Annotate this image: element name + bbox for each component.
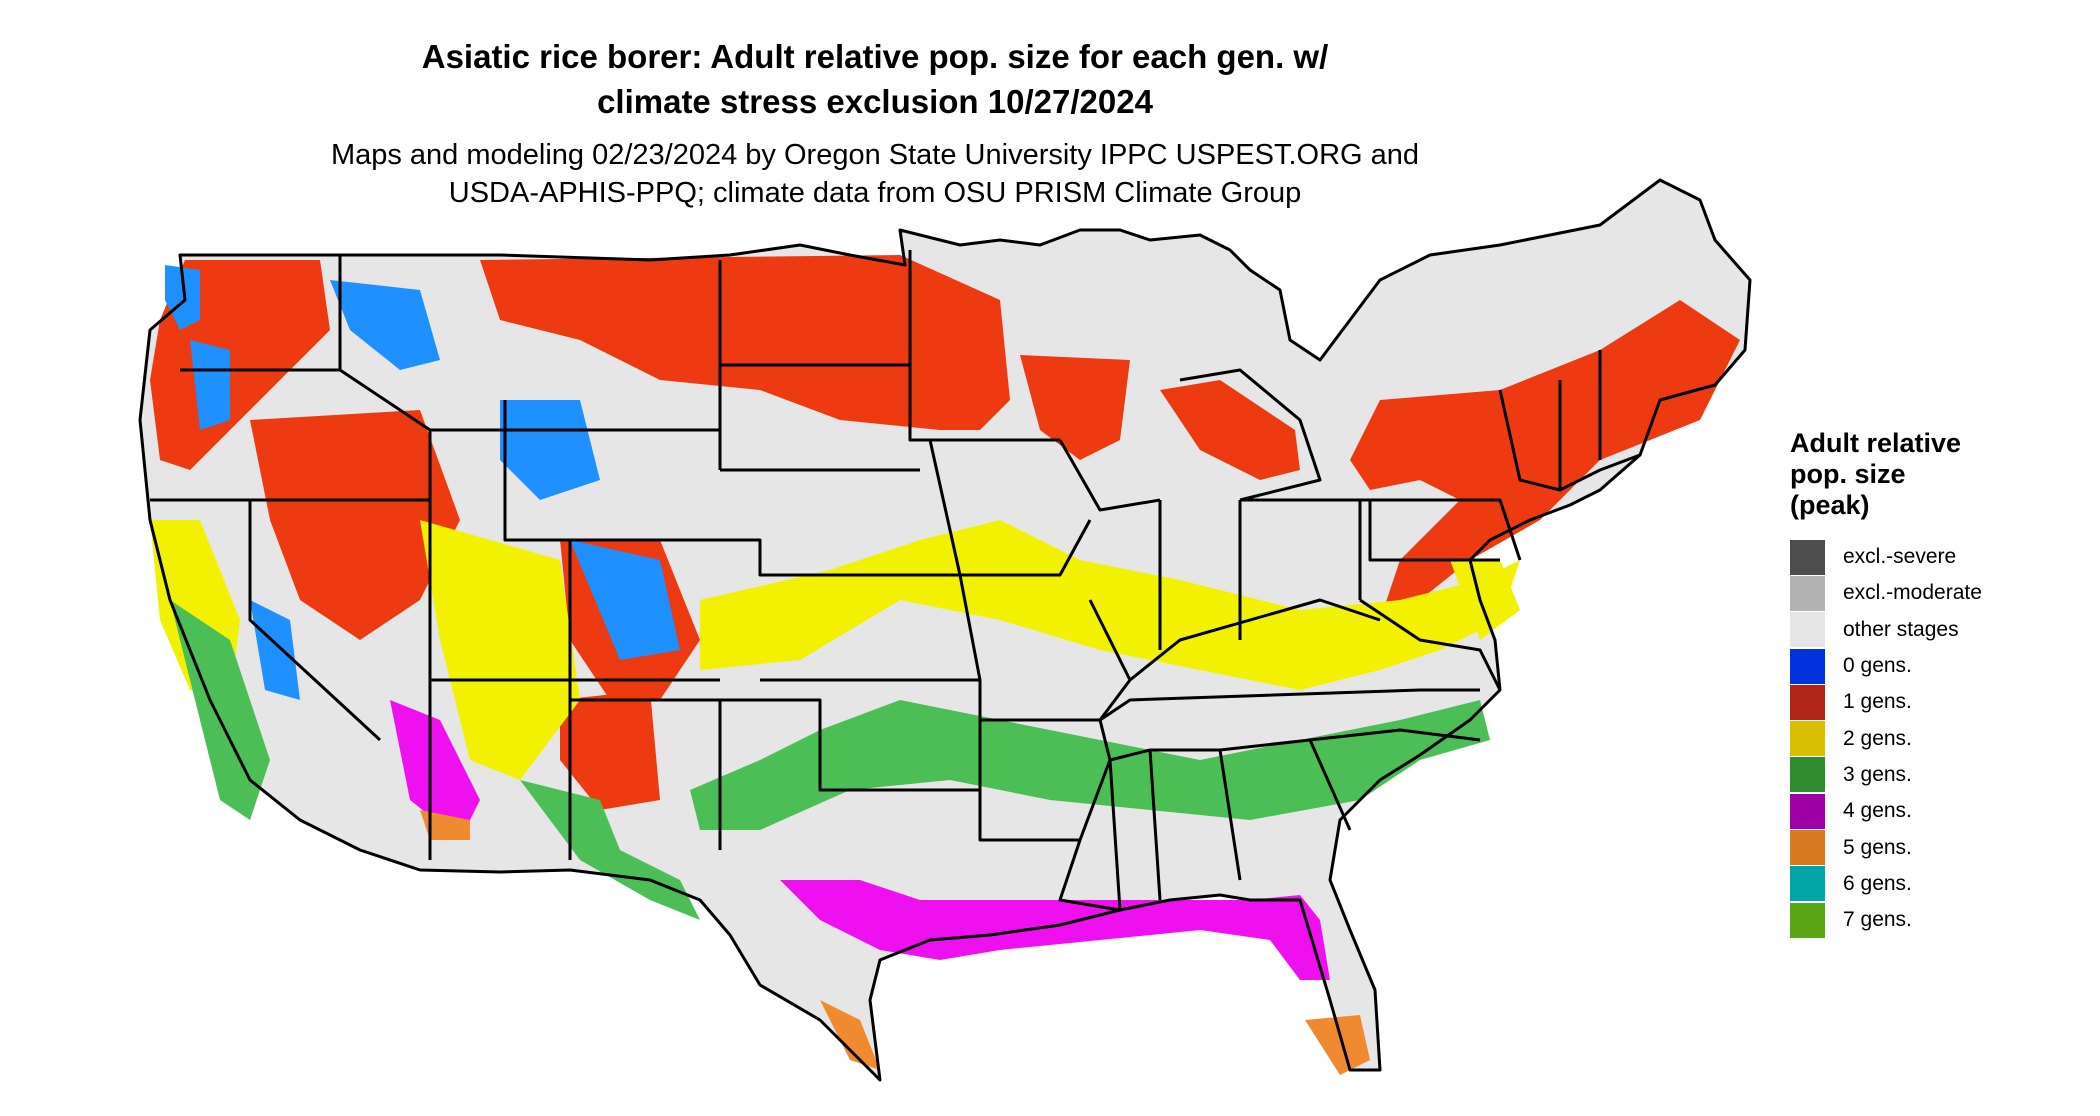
legend-item: excl.-moderate: [1790, 575, 2090, 611]
title-line-2: climate stress exclusion 10/27/2024: [597, 83, 1153, 120]
border-nc-sc: [1309, 728, 1481, 742]
legend-swatch: [1790, 866, 1825, 902]
legend-item: 7 gens.: [1790, 902, 2090, 938]
zone-mid-atlantic-yellow: [1450, 560, 1520, 640]
zone-sierra: [250, 600, 300, 700]
legend-label: 5 gens.: [1843, 835, 1912, 859]
legend-title-line-1: Adult relative: [1790, 428, 1962, 458]
legend-label: 6 gens.: [1843, 871, 1912, 895]
border-tn-ky: [1099, 598, 1480, 722]
zone-southern-arizona: [420, 810, 470, 840]
zone-south-texas: [820, 1000, 880, 1070]
zone-idaho-mountains: [330, 280, 440, 370]
zone-gulf-coast: [780, 880, 1330, 980]
legend-swatch: [1790, 575, 1825, 611]
legend: Adult relative pop. size (peak) excl.-se…: [1790, 428, 2090, 938]
legend-swatch: [1790, 830, 1825, 866]
legend-label: 7 gens.: [1843, 908, 1912, 932]
zero-gen-zones: [165, 265, 680, 700]
legend-label: 4 gens.: [1843, 799, 1912, 823]
legend-item: 5 gens.: [1790, 829, 2090, 866]
zone-southwest-yellow: [420, 520, 580, 780]
border-ia: [928, 439, 1092, 577]
zone-northeast: [1350, 300, 1740, 620]
legend-item: 0 gens.: [1790, 648, 2090, 684]
legend-item: 6 gens.: [1790, 866, 2090, 902]
legend-label: 2 gens.: [1843, 726, 1912, 750]
border-mn: [908, 250, 1060, 442]
zone-new-mexico: [560, 690, 660, 810]
legend-item: 1 gens.: [1790, 684, 2090, 720]
legend-label: excl.-severe: [1843, 545, 1957, 569]
legend-title: Adult relative pop. size (peak): [1790, 428, 2090, 521]
border-id-mt: [338, 255, 432, 500]
legend-swatch: [1790, 648, 1825, 684]
map-title: Asiatic rice borer: Adult relative pop. …: [0, 34, 1750, 124]
border-wy-co: [503, 400, 720, 542]
border-va-wv: [1359, 598, 1502, 691]
zone-wyoming-ranges: [500, 400, 600, 500]
title-line-1: Asiatic rice borer: Adult relative pop. …: [421, 38, 1329, 75]
zone-california-green: [170, 600, 270, 820]
border-pa-ny: [1360, 498, 1522, 562]
zone-arizona-magenta: [390, 700, 480, 840]
four-gen-zones: [390, 700, 1330, 980]
zone-great-basin: [250, 410, 460, 640]
legend-item: 3 gens.: [1790, 757, 2090, 793]
two-gen-zones: [150, 520, 1520, 780]
legend-label: other stages: [1843, 617, 1959, 641]
zone-michigan: [1160, 380, 1300, 480]
legend-swatch: [1790, 902, 1825, 938]
border-la-ms: [1058, 759, 1122, 912]
three-gen-zones: [170, 600, 1490, 920]
legend-label: 1 gens.: [1843, 690, 1912, 714]
border-michigan-lower: [1179, 368, 1322, 502]
legend-label: excl.-moderate: [1843, 581, 1982, 605]
zone-arizona-green: [520, 780, 700, 920]
border-dakotas: [718, 260, 920, 472]
state-borders: [138, 178, 1752, 1082]
map-subtitle: Maps and modeling 02/23/2024 by Oregon S…: [0, 136, 1750, 212]
legend-label: 3 gens.: [1843, 762, 1912, 786]
legend-swatch: [1790, 612, 1825, 648]
zone-colorado-rockies: [570, 540, 680, 660]
legend-item: 2 gens.: [1790, 720, 2090, 757]
zone-cascades: [165, 265, 200, 330]
zone-minnesota: [900, 255, 1010, 430]
legend-swatch: [1790, 793, 1825, 829]
subtitle-line-2: USDA-APHIS-PPQ; climate data from OSU PR…: [448, 177, 1302, 209]
legend-item: other stages: [1790, 612, 2090, 648]
border-new-england: [1498, 350, 1641, 492]
legend-swatch: [1790, 721, 1825, 757]
border-wi-il: [1058, 439, 1161, 512]
us-outline: [138, 178, 1752, 1082]
zone-oregon-blue: [190, 340, 230, 430]
legend-title-line-3: (peak): [1790, 490, 1870, 520]
five-gen-zones: [420, 810, 1370, 1075]
legend-item: 4 gens.: [1790, 793, 2090, 829]
legend-swatch: [1790, 684, 1825, 720]
legend-swatch: [1790, 757, 1825, 793]
zone-wisconsin: [1020, 355, 1130, 460]
zone-montana-dakotas: [480, 255, 990, 430]
border-mo: [958, 574, 1132, 722]
legend-label: 0 gens.: [1843, 654, 1912, 678]
legend-item: excl.-severe: [1790, 539, 2090, 575]
zone-south-band: [690, 700, 1490, 830]
legend-items: excl.-severe excl.-moderate other stages 0 …: [1790, 539, 2090, 938]
subtitle-line-1: Maps and modeling 02/23/2024 by Oregon S…: [330, 139, 1420, 171]
legend-swatch: [1790, 539, 1825, 575]
zone-south-florida: [1305, 1015, 1370, 1075]
zone-midwest-band: [700, 520, 1520, 690]
border-ne-ks: [720, 538, 960, 577]
legend-title-line-2: pop. size: [1790, 459, 1906, 489]
border-ca-nv: [248, 500, 382, 742]
